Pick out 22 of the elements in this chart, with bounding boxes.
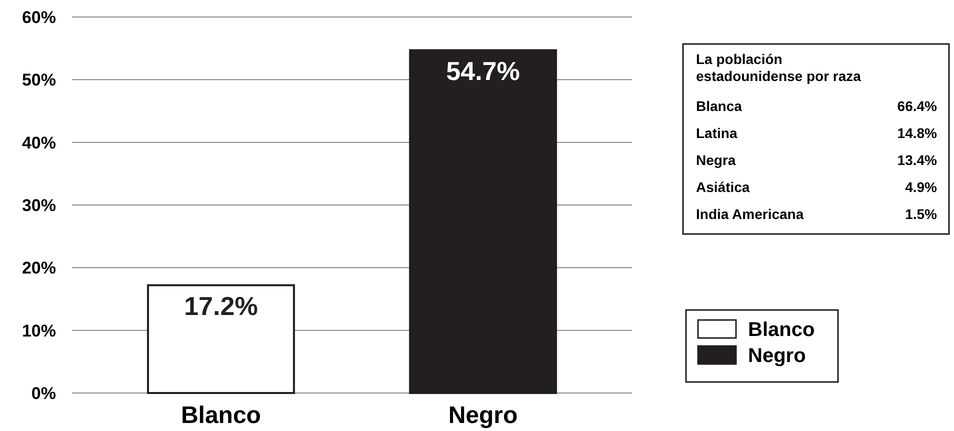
y-tick-label: 30%: [22, 196, 56, 215]
legend-label: Blanco: [748, 319, 815, 341]
category-label: Blanca: [696, 98, 742, 114]
y-tick-label: 0%: [31, 384, 56, 403]
text: La población estadounidense por raza: [696, 51, 862, 84]
legend-label: Negro: [748, 345, 806, 367]
y-tick-label: 20%: [22, 258, 56, 278]
text: 1.5%: [905, 206, 937, 222]
y-tick-label: 40%: [22, 133, 56, 152]
category-label: Asiática: [696, 179, 750, 195]
text: 4.9%: [905, 179, 937, 195]
category-label: Latina: [696, 125, 738, 141]
text: 14.8%: [897, 125, 937, 141]
data-label: 54.7%: [446, 56, 520, 86]
data-label: 17.2%: [184, 291, 258, 322]
text: 13.4%: [897, 152, 937, 168]
y-tick-label: 60%: [22, 8, 56, 27]
y-tick-label: 50%: [22, 70, 56, 90]
y-tick-label: 10%: [22, 321, 56, 340]
category-label: Negra: [696, 152, 736, 168]
category-label: India Americana: [696, 206, 804, 222]
text: 66.4%: [897, 98, 937, 114]
